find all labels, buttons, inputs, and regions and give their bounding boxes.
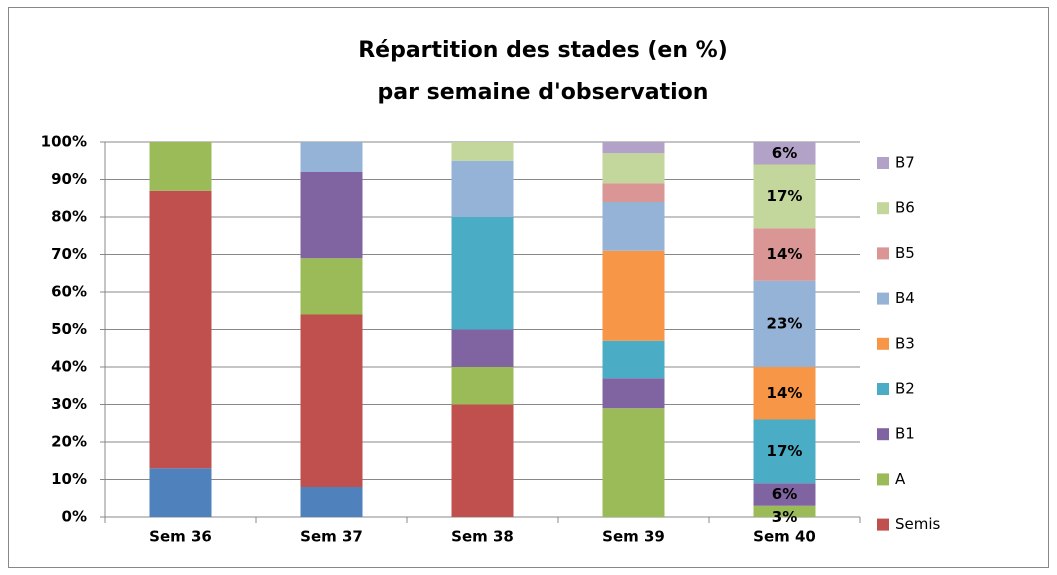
bar-segment [451, 160, 514, 217]
y-tick-label: 10% [51, 470, 87, 488]
bar-segment [602, 408, 665, 517]
bar-segment [753, 280, 816, 367]
bar-segment [602, 142, 665, 154]
bar-segment [753, 228, 816, 281]
value-label: 23% [767, 314, 803, 332]
legend-swatch [877, 428, 889, 441]
chart-title: Répartition des stades (en %) [358, 38, 728, 63]
y-tick-label: 20% [51, 433, 87, 451]
chart-title: par semaine d'observation [378, 80, 709, 105]
y-tick-label: 0% [62, 508, 87, 526]
bar-segment [149, 142, 212, 191]
legend-swatch [877, 292, 889, 305]
legend-label: A [895, 470, 906, 488]
bar-segment [602, 183, 665, 202]
y-tick-label: 80% [51, 208, 87, 226]
x-tick-label: Sem 36 [149, 528, 212, 546]
value-label: 17% [767, 187, 803, 205]
bar-segment [602, 153, 665, 184]
bar-segment [300, 142, 363, 172]
legend-swatch [877, 383, 889, 395]
bar-segment [753, 164, 816, 229]
bar-segment [602, 250, 665, 341]
y-tick-label: 70% [51, 245, 87, 263]
bar-segment [602, 202, 665, 251]
x-tick-label: Sem 38 [451, 528, 514, 546]
x-tick-label: Sem 40 [753, 528, 816, 546]
y-tick-label: 30% [51, 395, 87, 413]
bar-segment [753, 367, 816, 420]
value-label: 3% [772, 508, 797, 526]
bar-segment [149, 468, 212, 517]
legend-label: B3 [895, 334, 915, 352]
value-label: 17% [767, 442, 803, 460]
bar-segment [451, 217, 514, 330]
value-label: 14% [767, 384, 803, 402]
y-tick-label: 40% [51, 358, 87, 376]
legend-label: B6 [895, 199, 915, 217]
legend-label: Semis [895, 515, 941, 533]
bar-segment [451, 404, 514, 517]
legend-swatch [877, 518, 889, 531]
bar-segment [451, 142, 514, 161]
y-tick-label: 90% [51, 170, 87, 188]
bar-segment [753, 419, 816, 484]
legend-label: B2 [895, 380, 915, 398]
bar-segment [753, 483, 816, 506]
legend-label: B5 [895, 244, 915, 262]
legend-swatch [877, 202, 889, 215]
value-label: 6% [772, 485, 797, 503]
bar-segment [300, 172, 363, 259]
value-label: 6% [772, 144, 797, 162]
bar-segment [753, 142, 816, 165]
legend-swatch [877, 473, 889, 486]
legend-swatch [877, 337, 889, 350]
legend-label: B1 [895, 425, 915, 443]
bar-segment [602, 378, 665, 409]
legend-label: B7 [895, 154, 915, 172]
y-tick-label: 60% [51, 283, 87, 301]
bar-segment [602, 340, 665, 379]
legend-swatch [877, 157, 889, 169]
x-tick-label: Sem 37 [300, 528, 363, 546]
legend-label: B4 [895, 289, 915, 307]
bar-segment [149, 190, 212, 469]
legend-swatch [877, 247, 889, 260]
y-tick-label: 100% [41, 133, 87, 151]
bar-segment [753, 505, 816, 517]
bar-segment [451, 329, 514, 367]
x-tick-label: Sem 39 [602, 528, 665, 546]
bar-segment [300, 487, 363, 517]
bar-segment [451, 367, 514, 405]
bar-segment [300, 258, 363, 315]
bar-segment [300, 314, 363, 487]
y-tick-label: 50% [51, 320, 87, 338]
value-label: 14% [767, 245, 803, 263]
